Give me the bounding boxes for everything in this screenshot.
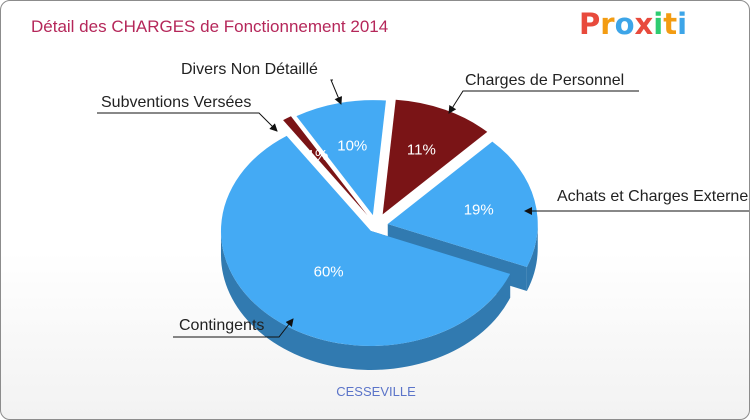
label-divers: Divers Non Détaillé bbox=[181, 61, 318, 78]
pie-slice[interactable] bbox=[220, 135, 511, 346]
logo-letter: r bbox=[600, 7, 615, 41]
leader-lines bbox=[97, 79, 749, 338]
label-personnel: Charges de Personnel bbox=[465, 72, 625, 89]
pie-slice[interactable] bbox=[382, 99, 488, 215]
logo-letter: o bbox=[614, 7, 635, 41]
logo-letter: i bbox=[653, 7, 664, 41]
pie-slice[interactable] bbox=[296, 100, 386, 216]
proxiti-logo[interactable]: Proxiti bbox=[579, 7, 687, 41]
pie-percent-label: 19% bbox=[464, 201, 494, 218]
pie-percent-label: 11% bbox=[407, 142, 436, 159]
label-contingents: Contingents bbox=[179, 317, 265, 334]
pie-percent-label: 10% bbox=[337, 138, 367, 155]
pie-slice[interactable] bbox=[283, 116, 368, 216]
pie-slice-side bbox=[220, 230, 511, 370]
city-name: CESSEVILLE bbox=[336, 384, 416, 399]
logo-letter: x bbox=[634, 7, 654, 41]
leader-divers bbox=[330, 79, 342, 105]
label-subventions: Subventions Versées bbox=[101, 94, 252, 111]
chart-title: Détail des CHARGES de Fonctionnement 201… bbox=[31, 17, 389, 36]
logo-letter: P bbox=[579, 7, 601, 41]
pie-percent-label: 60% bbox=[314, 263, 344, 280]
pie-tops bbox=[220, 99, 538, 346]
pie-slice-side bbox=[526, 224, 538, 291]
pie-slice[interactable] bbox=[387, 141, 538, 267]
pie-percent-label: 1% bbox=[307, 147, 329, 164]
leader-contingents bbox=[173, 318, 294, 338]
leader-personnel bbox=[448, 90, 639, 114]
pie-percent-labels: 11% 19% 60% 1% 10% bbox=[307, 138, 494, 281]
leader-subventions bbox=[97, 112, 278, 132]
logo-letter: i bbox=[677, 7, 688, 41]
logo-letter: t bbox=[663, 7, 678, 41]
label-achats: Achats et Charges Externes bbox=[557, 188, 750, 205]
